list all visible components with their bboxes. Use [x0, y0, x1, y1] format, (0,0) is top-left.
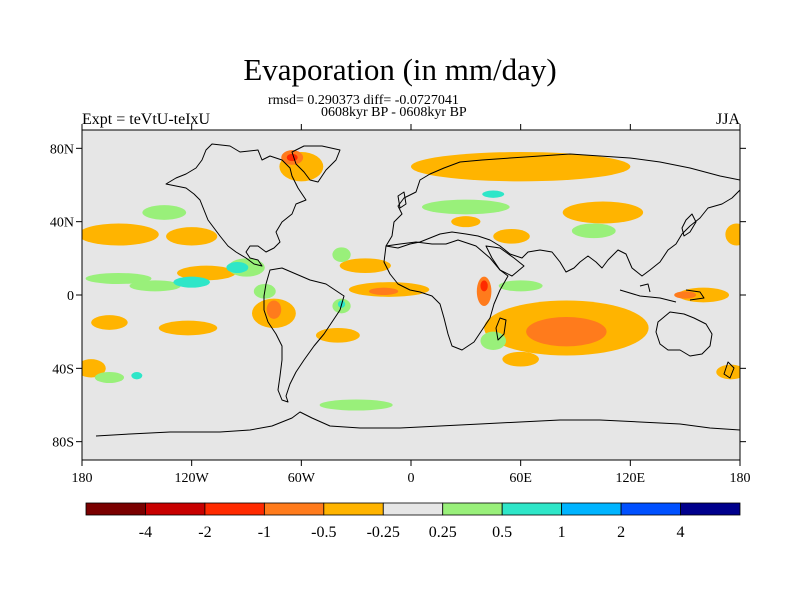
period-subtitle: 0608kyr BP - 0608kyr BP: [321, 105, 467, 120]
lon-tick-label: 60E: [509, 471, 532, 486]
anomaly-region: [166, 227, 218, 246]
colorbar-swatch: [323, 502, 384, 516]
colorbar-label: 0.5: [492, 524, 512, 541]
lat-tick-label: 40N: [50, 216, 74, 231]
anomaly-region: [480, 280, 488, 292]
anomaly-region: [339, 258, 391, 273]
colorbar-swatch: [501, 502, 563, 516]
colorbar-swatch: [561, 502, 622, 516]
colorbar-swatch: [263, 502, 325, 516]
lat-tick-label: 0: [67, 289, 74, 304]
colorbar-swatch: [620, 502, 681, 516]
season-label: JJA: [716, 111, 741, 128]
anomaly-region: [571, 223, 616, 239]
anomaly-region: [677, 287, 730, 303]
anomaly-region: [82, 223, 159, 246]
anomaly-region: [173, 276, 210, 288]
anomaly-region: [411, 152, 631, 182]
anomaly-region: [562, 201, 644, 224]
anomaly-region: [226, 262, 249, 273]
anomaly-region: [315, 328, 360, 343]
coastline-north-america: [165, 143, 307, 267]
coastline-antarctica: [95, 411, 740, 437]
anomaly-region: [319, 399, 393, 411]
coastline-south-america: [263, 267, 345, 403]
coastline-arabia: [485, 245, 525, 277]
experiment-label: Expt = teVtU-teIxU: [82, 111, 211, 128]
anomaly-region: [129, 280, 181, 292]
coastline-australia: [655, 311, 713, 357]
anomaly-region: [498, 280, 543, 292]
anomaly-region: [142, 205, 187, 220]
anomaly-region: [91, 315, 128, 330]
colorbar-label: -1: [258, 524, 271, 541]
stats-subtitle: rmsd= 0.290373 diff= -0.0727041: [268, 93, 459, 108]
lon-tick-label: 120W: [175, 471, 210, 486]
anomaly-region: [82, 359, 106, 378]
coastline-britain: [397, 191, 407, 209]
anomaly-region: [94, 372, 125, 383]
coastline-japan: [681, 213, 697, 237]
lat-tick-label: 80S: [52, 436, 74, 451]
lon-tick-label: 0: [408, 471, 415, 486]
colorbar-label: 4: [677, 524, 685, 541]
lon-tick-label: 60W: [288, 471, 316, 486]
colorbar-swatch: [85, 502, 146, 516]
anomaly-region: [674, 291, 697, 299]
longitude-axis: 180 120W 60W 0 60E 120E 180: [72, 124, 751, 486]
anomaly-fields: [82, 150, 740, 411]
coastline-madagascar: [495, 317, 507, 341]
anomaly-region: [725, 223, 740, 246]
anomaly-region: [332, 247, 351, 262]
colorbar-swatch: [382, 502, 444, 516]
colorbar-label: -2: [198, 524, 211, 541]
colorbar-swatch: [442, 502, 503, 516]
colorbar-swatch: [680, 502, 741, 516]
colorbar-label: 1: [558, 524, 566, 541]
coastline-indonesia: [619, 283, 705, 303]
colorbar-swatch: [145, 502, 206, 516]
anomaly-region: [476, 276, 492, 307]
anomaly-region: [131, 372, 143, 380]
anomaly-region: [526, 317, 607, 347]
anomaly-region: [421, 199, 510, 215]
colorbar-label: -0.25: [367, 524, 400, 541]
anomaly-region: [85, 273, 152, 284]
coastlines: [95, 143, 740, 437]
lat-tick-label: 80N: [50, 142, 74, 157]
anomaly-region: [493, 229, 530, 244]
anomaly-region: [480, 331, 507, 351]
coastline-africa: [383, 239, 509, 351]
anomaly-region: [266, 300, 282, 319]
anomaly-region: [368, 287, 399, 296]
colorbar-label: 2: [617, 524, 625, 541]
anomaly-region: [451, 216, 481, 228]
anomaly-region: [158, 320, 218, 336]
anomaly-region: [502, 351, 539, 367]
lon-tick-label: 120E: [616, 471, 646, 486]
map-title: Evaporation (in mm/day): [243, 52, 557, 87]
latitude-axis: 80N 40N 0 40S 80S: [50, 142, 746, 451]
colorbar: -4 -2 -1 -0.5 -0.25 0.25 0.5 1 2 4: [85, 502, 741, 541]
coastline-europe-asia: [385, 153, 740, 277]
coastline-new-zealand: [723, 361, 735, 379]
colorbar-label: -0.5: [311, 524, 336, 541]
anomaly-region: [286, 153, 298, 162]
anomaly-region: [482, 190, 505, 198]
lat-tick-label: 40S: [52, 362, 74, 377]
lon-tick-label: 180: [72, 471, 93, 486]
colorbar-swatch: [204, 502, 265, 516]
colorbar-label: -4: [139, 524, 152, 541]
lon-tick-label: 180: [730, 471, 751, 486]
coastline-greenland: [291, 145, 341, 183]
colorbar-label: 0.25: [429, 524, 457, 541]
